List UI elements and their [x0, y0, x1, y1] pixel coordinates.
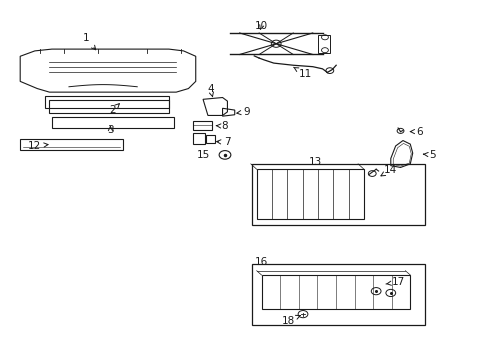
Text: 10: 10 [254, 21, 267, 31]
Bar [193, 121, 211, 130]
Bar [206, 135, 215, 143]
Text: 15: 15 [196, 150, 209, 160]
Text: 1: 1 [82, 33, 96, 50]
Text: 9: 9 [236, 107, 250, 117]
Text: 11: 11 [293, 67, 311, 79]
Text: 16: 16 [254, 257, 267, 267]
Text: 3: 3 [107, 125, 114, 135]
Bar [44, 96, 168, 108]
Text: 6: 6 [409, 127, 423, 136]
Text: 18: 18 [281, 315, 300, 325]
Text: 2: 2 [109, 104, 119, 115]
Bar [193, 134, 205, 144]
Bar [52, 117, 173, 128]
Bar [251, 164, 424, 225]
Bar [261, 275, 409, 309]
Text: 14: 14 [380, 165, 397, 176]
Bar [256, 169, 363, 220]
Bar [20, 139, 122, 149]
Text: 8: 8 [216, 121, 228, 131]
Bar [49, 100, 168, 113]
Text: 17: 17 [385, 277, 404, 287]
Bar [317, 35, 329, 53]
Text: 12: 12 [28, 141, 48, 151]
Text: 5: 5 [423, 150, 435, 160]
Text: 7: 7 [216, 138, 230, 147]
Text: 4: 4 [206, 84, 213, 97]
Bar [251, 264, 424, 325]
Text: 13: 13 [308, 157, 321, 167]
